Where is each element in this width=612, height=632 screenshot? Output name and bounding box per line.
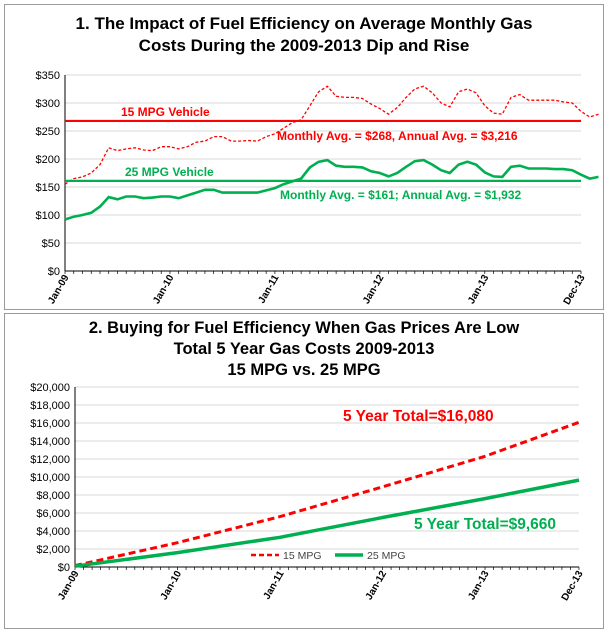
y-tick-label: $8,000	[36, 490, 70, 502]
y-tick-label: $50	[42, 238, 60, 250]
cumulative-cost-chart: $0 $2,000 $4,000 $6,000 $8,000 $10,000 $12,000…	[30, 382, 586, 603]
y-tick-label: $2,000	[36, 544, 70, 556]
y-tick-label: $12,000	[30, 454, 70, 466]
x-tick-label: Jan-13	[466, 273, 492, 306]
y-tick-label: $100	[36, 210, 60, 222]
chart-title-line-2: Costs During the 2009-2013 Dip and Rise	[138, 36, 470, 55]
series-line-15mpg	[74, 420, 580, 568]
x-tick-label: Jan-13	[466, 569, 492, 602]
x-tick-label: Jan-11	[256, 273, 281, 306]
x-tick-label: Jan-10	[151, 273, 177, 306]
y-tick-label: $250	[36, 126, 60, 138]
label-15mpg-vehicle: 15 MPG Vehicle	[121, 105, 210, 119]
series-line-25mpg	[64, 158, 599, 221]
chart-title-line-3: 15 MPG vs. 25 MPG	[227, 361, 381, 379]
y-tick-label: $4,000	[36, 526, 70, 538]
y-tick-label: $150	[36, 182, 60, 194]
y-tick-label: $14,000	[30, 436, 70, 448]
y-tick-label: $200	[36, 154, 60, 166]
chart-panel-cumulative-costs: 2. Buying for Fuel Efficiency When Gas P…	[4, 313, 604, 629]
annotation-25mpg-total: 5 Year Total=$9,660	[414, 516, 556, 533]
series-line-25mpg	[74, 478, 580, 568]
chart-panel-monthly-costs: 1. The Impact of Fuel Efficiency on Aver…	[4, 4, 604, 310]
x-tick-label: Dec-13	[560, 569, 586, 603]
x-tick-label: Jan-12	[364, 569, 390, 602]
x-tick-label: Jan-10	[159, 569, 185, 602]
chart-title-line-1: 1. The Impact of Fuel Efficiency on Aver…	[75, 14, 533, 33]
annotation-15mpg-total: 5 Year Total=$16,080	[343, 408, 494, 425]
y-tick-label: $0	[48, 266, 60, 278]
annotation-25mpg-average: Monthly Avg. = $161; Annual Avg. = $1,93…	[280, 188, 522, 202]
y-tick-label: $18,000	[30, 400, 70, 412]
chart-title: 1. The Impact of Fuel Efficiency on Aver…	[5, 13, 603, 57]
annotation-15mpg-average: Monthly Avg. = $268, Annual Avg. = $3,21…	[277, 129, 518, 143]
chart-title-line-1: 2. Buying for Fuel Efficiency When Gas P…	[88, 319, 520, 337]
y-tick-label: $10,000	[30, 472, 70, 484]
chart-title-line-2: Total 5 Year Gas Costs 2009-2013	[173, 340, 435, 358]
legend-label-25mpg: 25 MPG	[367, 550, 406, 562]
y-tick-label: $6,000	[36, 508, 70, 520]
x-tick-label: Jan-12	[361, 273, 387, 306]
y-tick-label: $20,000	[30, 382, 70, 394]
label-25mpg-vehicle: 25 MPG Vehicle	[125, 165, 214, 179]
y-tick-label: $300	[36, 98, 60, 110]
chart-title: 2. Buying for Fuel Efficiency When Gas P…	[5, 318, 603, 381]
x-tick-label: Jan-11	[262, 569, 287, 602]
x-tick-label: Dec-13	[562, 273, 588, 307]
legend-label-15mpg: 15 MPG	[283, 550, 322, 562]
y-tick-label: $0	[58, 562, 70, 574]
y-tick-label: $350	[36, 70, 60, 82]
series-line-15mpg	[64, 85, 599, 185]
y-tick-label: $16,000	[30, 418, 70, 430]
